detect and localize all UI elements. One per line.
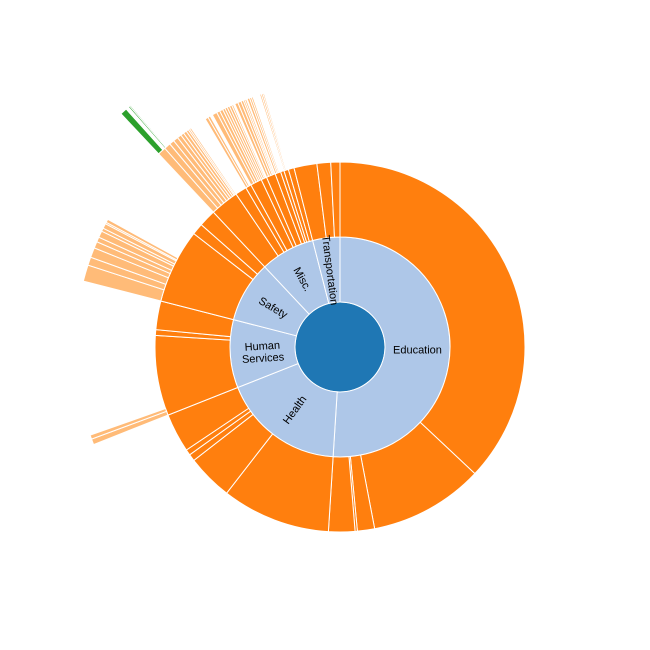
category-label-education: Education [393,344,442,356]
sunburst-rings [53,69,526,650]
category-label-line: Human [244,340,280,354]
level3-segment[interactable] [90,410,169,446]
level4-segment[interactable] [120,108,164,155]
outer-sliver-segment[interactable] [363,610,370,650]
level3-segment[interactable] [244,98,276,176]
level3-segment[interactable] [231,103,267,179]
level2-segment[interactable] [330,161,341,238]
level3-segment[interactable] [188,127,237,196]
level3-segment[interactable] [262,92,288,171]
category-label-line: Education [393,344,442,356]
outer-sliver-segment[interactable] [53,437,93,454]
level4-segment[interactable] [178,69,208,119]
level4-segment[interactable] [126,106,166,150]
category-label-human-services: HumanServices [241,339,285,366]
level3-segment[interactable] [250,96,280,174]
category-label-line: Services [242,351,285,366]
level4-segment[interactable] [129,103,168,148]
level2-segment[interactable] [339,161,526,475]
outer-sliver-segment[interactable] [187,81,210,118]
level3-segment[interactable] [89,407,168,440]
level3-segment[interactable] [105,218,179,261]
